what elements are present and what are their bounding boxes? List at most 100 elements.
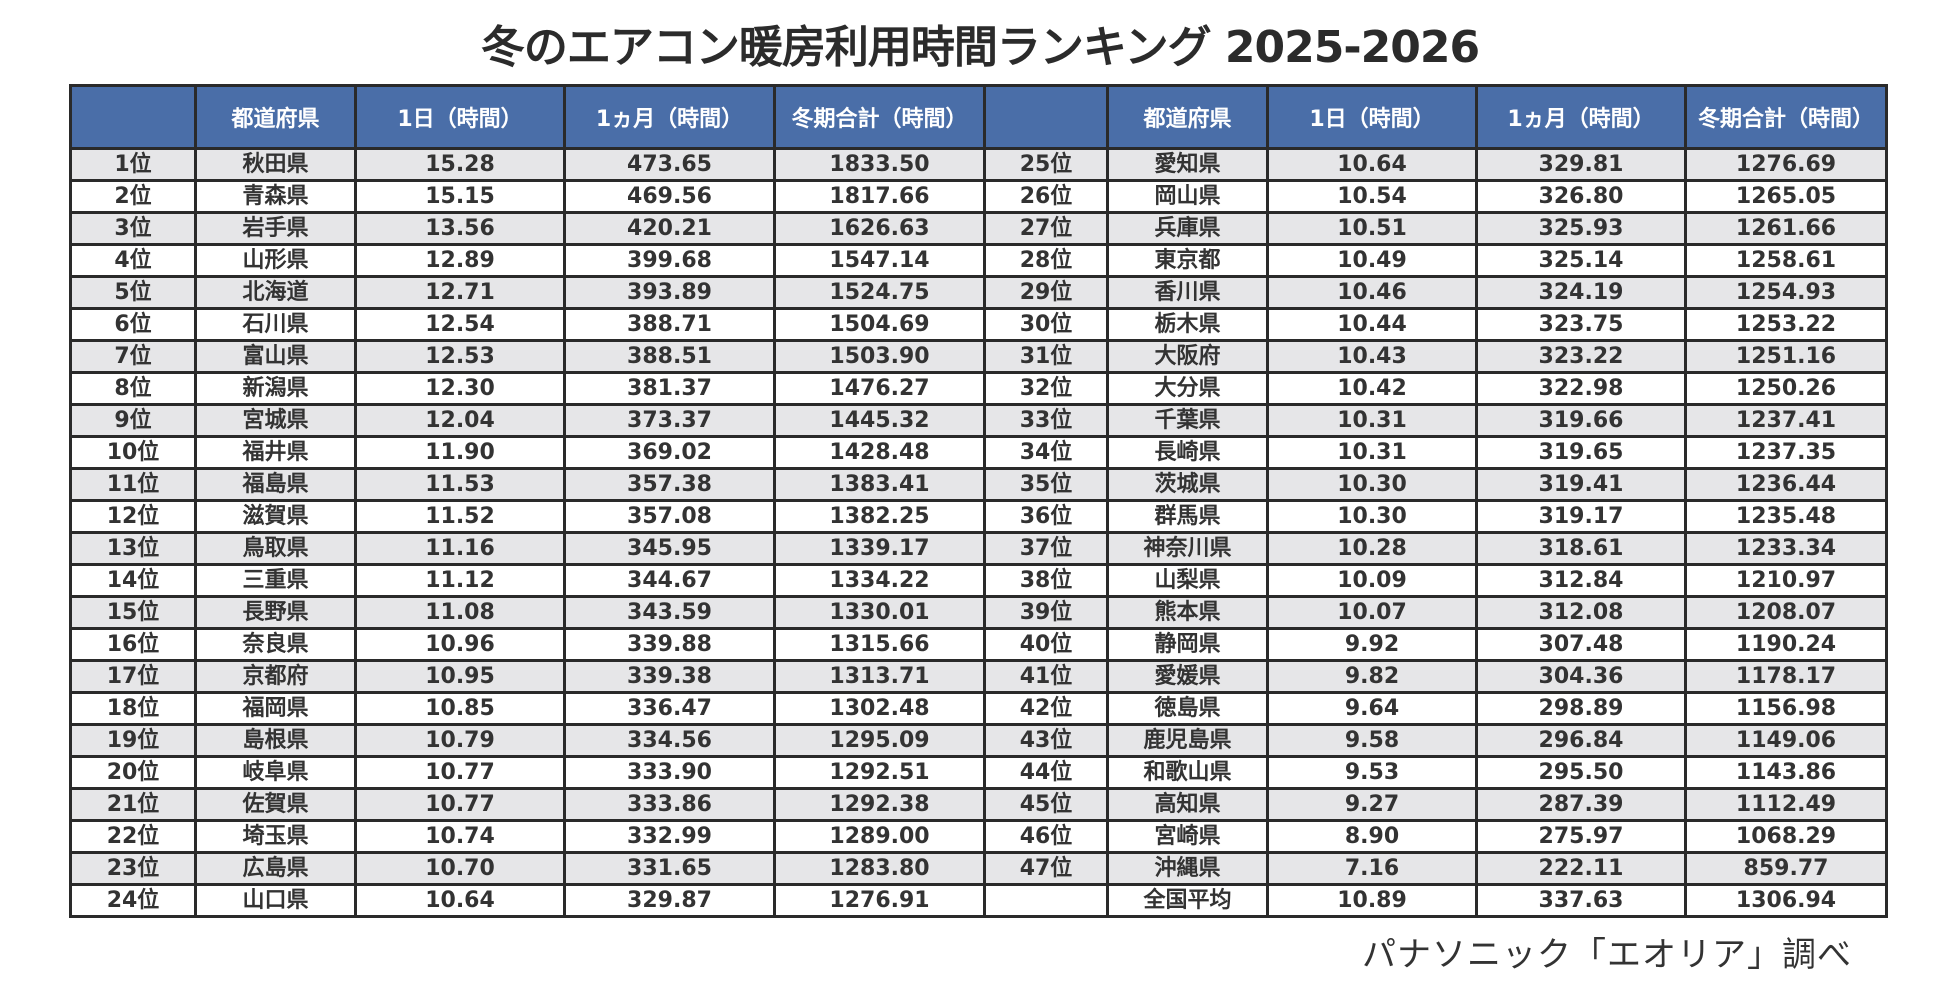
cell-daily-right: 10.09 <box>1266 563 1478 598</box>
cell-monthly-left: 329.87 <box>563 883 776 918</box>
table-row: 21位 佐賀県 10.77 333.86 1292.38 45位 高知県 9.27 287.39… <box>69 787 1888 822</box>
cell-monthly-left: 336.47 <box>563 691 776 726</box>
table-row: 6位 石川県 12.54 388.71 1504.69 30位 栃木県 10.44 323.75… <box>69 307 1888 342</box>
cell-winter-total-right: 1261.66 <box>1684 211 1888 246</box>
header-rank-right <box>983 84 1109 150</box>
cell-rank-right: 39位 <box>983 595 1109 630</box>
cell-rank-right: 31位 <box>983 339 1109 374</box>
cell-winter-total-right: 1156.98 <box>1684 691 1888 726</box>
cell-rank-right: 43位 <box>983 723 1109 758</box>
cell-rank-left: 9位 <box>69 403 197 438</box>
cell-prefecture-left: 岐阜県 <box>194 755 357 790</box>
cell-daily-left: 10.95 <box>354 659 566 694</box>
cell-winter-total-left: 1276.91 <box>773 883 986 918</box>
cell-prefecture-left: 福井県 <box>194 435 357 470</box>
cell-rank-right: 35位 <box>983 467 1109 502</box>
cell-prefecture-left: 滋賀県 <box>194 499 357 534</box>
table-row: 5位 北海道 12.71 393.89 1524.75 29位 香川県 10.46 324.19… <box>69 275 1888 310</box>
cell-monthly-left: 333.90 <box>563 755 776 790</box>
page-title: 冬のエアコン暖房利用時間ランキング 2025-2026 <box>480 22 1480 73</box>
cell-prefecture-left: 岩手県 <box>194 211 357 246</box>
cell-winter-total-right: 1306.94 <box>1684 883 1888 918</box>
cell-daily-right: 10.44 <box>1266 307 1478 342</box>
cell-monthly-left: 357.38 <box>563 467 776 502</box>
cell-rank-left: 12位 <box>69 499 197 534</box>
cell-monthly-right: 326.80 <box>1475 179 1687 214</box>
cell-rank-right: 28位 <box>983 243 1109 278</box>
cell-daily-left: 11.08 <box>354 595 566 630</box>
cell-rank-left: 8位 <box>69 371 197 406</box>
cell-prefecture-right: 茨城県 <box>1106 467 1269 502</box>
cell-monthly-left: 369.02 <box>563 435 776 470</box>
table-row: 16位 奈良県 10.96 339.88 1315.66 40位 静岡県 9.92 307.48… <box>69 627 1888 662</box>
cell-rank-right: 45位 <box>983 787 1109 822</box>
cell-prefecture-left: 新潟県 <box>194 371 357 406</box>
table-row: 3位 岩手県 13.56 420.21 1626.63 27位 兵庫県 10.51 325.93… <box>69 211 1888 246</box>
cell-daily-left: 12.30 <box>354 371 566 406</box>
cell-daily-left: 15.15 <box>354 179 566 214</box>
table-row: 20位 岐阜県 10.77 333.90 1292.51 44位 和歌山県 9.53 295.5… <box>69 755 1888 790</box>
cell-daily-left: 12.54 <box>354 307 566 342</box>
cell-winter-total-left: 1315.66 <box>773 627 986 662</box>
cell-rank-left: 19位 <box>69 723 197 758</box>
cell-rank-left: 5位 <box>69 275 197 310</box>
cell-monthly-right: 318.61 <box>1475 531 1687 566</box>
cell-winter-total-left: 1626.63 <box>773 211 986 246</box>
table-row: 14位 三重県 11.12 344.67 1334.22 38位 山梨県 10.09 312.8… <box>69 563 1888 598</box>
cell-rank-left: 1位 <box>69 147 197 182</box>
cell-daily-right: 10.64 <box>1266 147 1478 182</box>
table-row: 4位 山形県 12.89 399.68 1547.14 28位 東京都 10.49 325.14… <box>69 243 1888 278</box>
header-rank-left <box>69 84 197 150</box>
cell-prefecture-right: 東京都 <box>1106 243 1269 278</box>
cell-monthly-left: 334.56 <box>563 723 776 758</box>
cell-monthly-left: 343.59 <box>563 595 776 630</box>
cell-winter-total-left: 1302.48 <box>773 691 986 726</box>
cell-winter-total-right: 1233.34 <box>1684 531 1888 566</box>
table-header-row: 都道府県 1日（時間） 1ヵ月（時間） 冬期合計（時間） 都道府県 1日（時間）… <box>69 84 1888 150</box>
cell-rank-right: 44位 <box>983 755 1109 790</box>
cell-winter-total-right: 1235.48 <box>1684 499 1888 534</box>
cell-daily-right: 9.58 <box>1266 723 1478 758</box>
cell-rank-left: 24位 <box>69 883 197 918</box>
cell-winter-total-right: 1068.29 <box>1684 819 1888 854</box>
cell-prefecture-left: 島根県 <box>194 723 357 758</box>
cell-daily-left: 10.79 <box>354 723 566 758</box>
header-monthly-left: 1ヵ月（時間） <box>563 84 776 150</box>
cell-monthly-right: 312.84 <box>1475 563 1687 598</box>
cell-monthly-right: 324.19 <box>1475 275 1687 310</box>
cell-rank-right: 32位 <box>983 371 1109 406</box>
cell-prefecture-right: 愛媛県 <box>1106 659 1269 694</box>
cell-monthly-left: 388.51 <box>563 339 776 374</box>
cell-prefecture-right: 熊本県 <box>1106 595 1269 630</box>
cell-winter-total-left: 1295.09 <box>773 723 986 758</box>
cell-monthly-left: 388.71 <box>563 307 776 342</box>
cell-monthly-right: 323.22 <box>1475 339 1687 374</box>
cell-daily-right: 10.46 <box>1266 275 1478 310</box>
cell-daily-right: 8.90 <box>1266 819 1478 854</box>
cell-rank-left: 7位 <box>69 339 197 374</box>
cell-rank-left: 22位 <box>69 819 197 854</box>
ranking-table: 都道府県 1日（時間） 1ヵ月（時間） 冬期合計（時間） 都道府県 1日（時間）… <box>69 84 1888 918</box>
cell-prefecture-left: 北海道 <box>194 275 357 310</box>
cell-rank-left: 20位 <box>69 755 197 790</box>
cell-rank-right: 27位 <box>983 211 1109 246</box>
cell-winter-total-left: 1313.71 <box>773 659 986 694</box>
source-credit: パナソニック「エオリア」調べ <box>1362 935 1852 975</box>
cell-monthly-left: 339.88 <box>563 627 776 662</box>
cell-prefecture-left: 広島県 <box>194 851 357 886</box>
cell-prefecture-right: 栃木県 <box>1106 307 1269 342</box>
cell-rank-left: 4位 <box>69 243 197 278</box>
cell-winter-total-right: 1254.93 <box>1684 275 1888 310</box>
cell-prefecture-right: 千葉県 <box>1106 403 1269 438</box>
cell-prefecture-right: 高知県 <box>1106 787 1269 822</box>
cell-rank-right: 46位 <box>983 819 1109 854</box>
cell-prefecture-left: 山口県 <box>194 883 357 918</box>
cell-prefecture-right: 兵庫県 <box>1106 211 1269 246</box>
cell-monthly-right: 295.50 <box>1475 755 1687 790</box>
cell-prefecture-right: 和歌山県 <box>1106 755 1269 790</box>
cell-winter-total-left: 1428.48 <box>773 435 986 470</box>
table-row: 9位 宮城県 12.04 373.37 1445.32 33位 千葉県 10.31 319.66… <box>69 403 1888 438</box>
cell-monthly-right: 322.98 <box>1475 371 1687 406</box>
cell-daily-right: 10.07 <box>1266 595 1478 630</box>
cell-monthly-left: 332.99 <box>563 819 776 854</box>
